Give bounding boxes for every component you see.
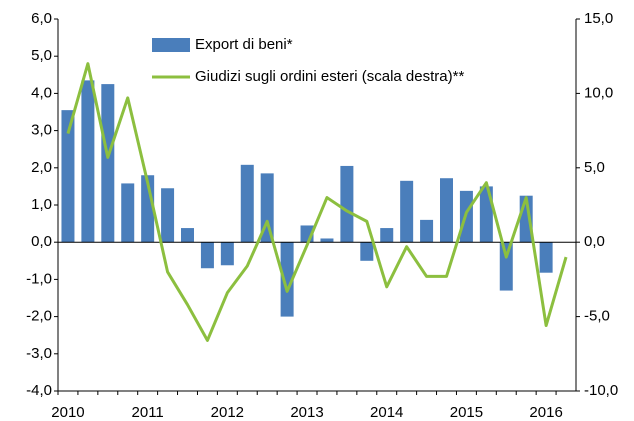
y-tick-label: 4,0 [31,84,52,101]
bar [380,228,394,243]
y-tick-label: -2,0 [26,308,52,325]
x-tick-label: 2013 [290,404,323,421]
bar [320,238,334,243]
y-tick-label: 0,0 [31,233,52,250]
y-tick-label: 1,0 [31,196,52,213]
y-tick-label: 5,0 [31,47,52,64]
y2-tick-label: 0,0 [584,233,605,250]
x-tick-label: 2016 [529,404,562,421]
y2-tick-label: 10,0 [584,84,613,101]
x-tick-label: 2015 [450,404,483,421]
x-tick-label: 2011 [132,404,164,421]
legend-label: Export di beni* [195,36,293,53]
y2-tick-label: -10,0 [584,382,618,399]
x-tick-label: 2010 [51,404,84,421]
bar [200,242,214,269]
bar [61,110,75,243]
y-tick-label: 6,0 [31,10,52,27]
y-tick-label: 2,0 [31,159,52,176]
bar [161,188,175,243]
bar [181,228,194,243]
bar [400,180,414,243]
bar [340,165,354,243]
bar [81,80,95,243]
bar [440,178,453,243]
bar [420,219,434,243]
y2-tick-label: -5,0 [584,308,610,325]
bar [539,242,553,273]
line [66,62,568,342]
x-tick-label: 2014 [370,404,403,421]
bar [220,242,234,266]
bar [240,164,254,243]
bar [360,242,374,261]
legend-label: Giudizi sugli ordini esteri (scala destr… [195,68,464,85]
y-tick-label: 3,0 [31,122,52,139]
bar [499,242,513,291]
legend-swatch [152,38,190,52]
bar [280,242,294,317]
y-tick-label: -1,0 [26,270,52,287]
y-tick-label: -4,0 [26,382,52,399]
bar [101,84,115,243]
y-tick-label: -3,0 [26,345,52,362]
y2-tick-label: 15,0 [584,10,613,27]
y2-tick-label: 5,0 [584,159,605,176]
bar [121,183,135,243]
x-tick-label: 2012 [211,404,244,421]
